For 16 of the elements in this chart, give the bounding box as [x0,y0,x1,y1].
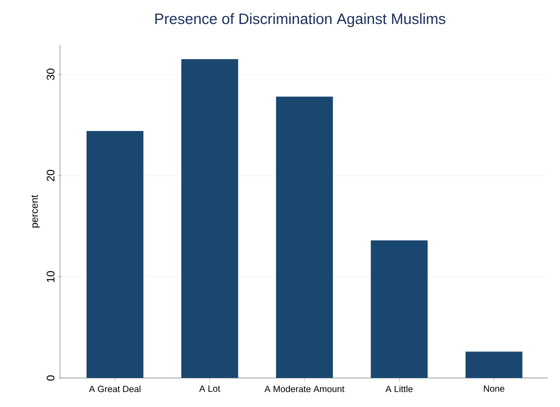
x-tick-label: A Moderate Amount [264,386,344,392]
y-tick-label: 0 [46,375,54,381]
x-tick-label: A Lot [199,386,220,392]
bar [86,131,144,378]
bar [370,240,428,378]
y-axis-title: percent [31,194,40,228]
x-tick-label: A Little [385,386,413,392]
x-tick-label: A Great Deal [88,386,140,392]
x-tick-label: None [484,386,504,392]
bar [276,96,333,378]
bar [466,352,522,378]
y-tick-label: 10 [46,271,54,282]
y-tick-label: 20 [46,170,54,182]
bar [181,59,238,378]
chart-title: Presence of Discrimination Against Muslims [155,13,446,28]
y-tick-label: 30 [46,68,54,80]
